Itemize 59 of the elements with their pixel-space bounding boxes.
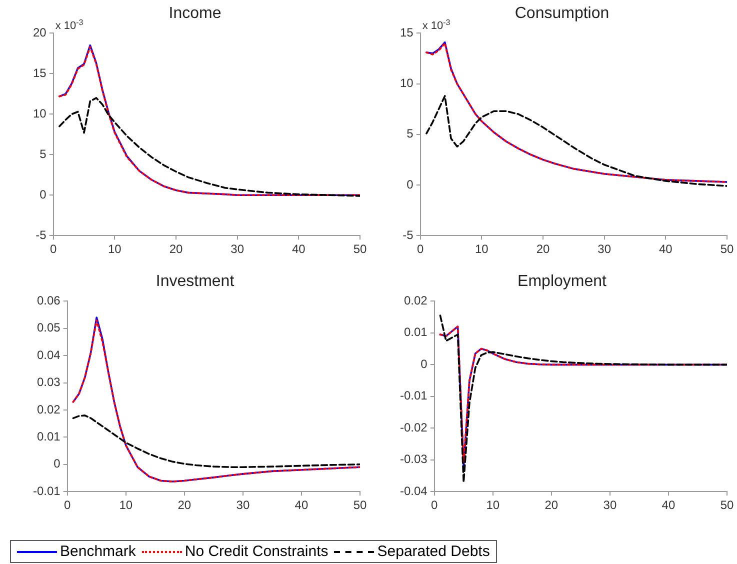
x-tick-label: 50 (720, 242, 734, 256)
x-tick-label: 50 (353, 242, 367, 256)
chart-title: Employment (518, 273, 608, 290)
x-tick-label: 40 (662, 498, 676, 512)
x-tick-label: 20 (178, 498, 192, 512)
y-tick-label: 0.01 (36, 430, 61, 444)
line-series (72, 414, 360, 468)
y-tick-label: 0.04 (36, 348, 61, 362)
y-tick-label: 0.06 (36, 294, 61, 308)
legend-label: Separated Debts (376, 543, 490, 560)
x-tick-label: 10 (475, 242, 489, 256)
x-tick-label: 0 (64, 498, 72, 512)
x-tick-label: 30 (603, 498, 617, 512)
x-tick-label: 40 (658, 242, 673, 256)
y-tick-label: -5 (402, 228, 414, 242)
y-tick-label: 0 (406, 177, 414, 192)
legend-label: No Credit Constraints (184, 543, 328, 560)
line-series (426, 95, 727, 187)
y-tick-label: 0 (40, 187, 47, 202)
x-tick-label: 20 (544, 498, 558, 512)
y-tick-label: -0.04 (400, 484, 428, 498)
y-tick-label: 20 (32, 26, 47, 40)
chart-title: Consumption (514, 5, 610, 22)
x-tick-label: 20 (536, 242, 550, 256)
legend-label: Benchmark (59, 543, 136, 560)
x-tick-label: 10 (119, 498, 133, 512)
x-tick-label: 40 (294, 498, 308, 512)
y-tick-label: 0.02 (36, 402, 61, 416)
y-tick-label: 10 (400, 76, 414, 90)
y-tick-label: 5 (40, 146, 47, 161)
line-series (58, 97, 360, 197)
x-tick-label: 10 (108, 242, 122, 256)
x-tick-label: 0 (431, 498, 438, 512)
chart-title: Income (168, 5, 222, 22)
x-tick-label: 20 (169, 242, 184, 256)
y-tick-label: 0 (54, 456, 61, 471)
chart-title: Investment (156, 273, 235, 290)
y-tick-label: 0.05 (36, 320, 61, 335)
x-tick-label: 30 (236, 498, 250, 512)
y-tick-label: -5 (36, 228, 47, 242)
line-series (439, 314, 727, 483)
x-tick-label: 30 (598, 242, 612, 256)
y-tick-label: 0.03 (36, 375, 61, 390)
y-tick-label: 15 (400, 26, 414, 40)
x-tick-label: 40 (292, 242, 306, 256)
y-tick-label: 5 (406, 126, 414, 141)
y-tick-label: -0.01 (32, 484, 61, 498)
x-tick-label: 50 (720, 498, 734, 512)
y-tick-label: -0.03 (400, 452, 428, 466)
x-tick-label: 10 (486, 498, 500, 512)
y-tick-label: 10 (32, 106, 47, 120)
x-tick-label: 30 (230, 242, 244, 256)
x-tick-label: 50 (353, 498, 367, 512)
y-tick-label: 0.02 (404, 294, 428, 308)
y-tick-label: 15 (32, 66, 47, 80)
y-tick-label: -0.01 (400, 388, 428, 403)
y-tick-label: 0.01 (404, 325, 428, 340)
y-tick-label: 0 (420, 356, 428, 371)
y-tick-label: -0.02 (400, 420, 428, 434)
